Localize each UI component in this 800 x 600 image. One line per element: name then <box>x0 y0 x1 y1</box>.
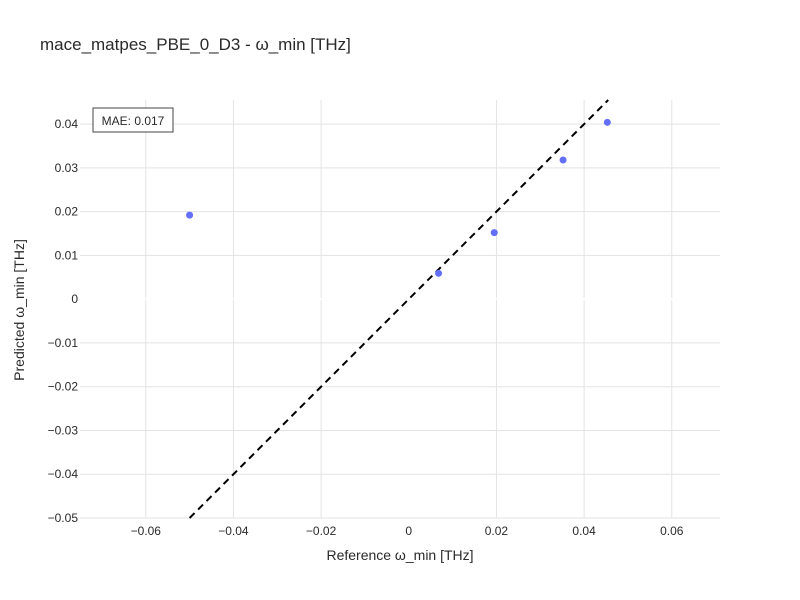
tick-labels-layer: −0.06 −0.04 −0.02 0 0.02 0.04 0.06 −0.05 −0.04 −0… <box>48 117 684 538</box>
x-tick-label: −0.04 <box>218 524 249 538</box>
data-point <box>435 269 443 277</box>
mae-annotation-box <box>92 107 174 133</box>
x-tick-label: −0.02 <box>306 524 337 538</box>
y-tick-label: −0.02 <box>48 380 79 394</box>
data-points-layer <box>186 118 611 277</box>
y-tick-label: 0 <box>71 292 78 306</box>
data-point <box>559 156 567 164</box>
x-tick-label: −0.06 <box>131 524 162 538</box>
x-tick-label: 0 <box>405 524 412 538</box>
y-tick-label: −0.01 <box>48 336 79 350</box>
y-tick-label: 0.01 <box>55 248 79 262</box>
y-tick-label: 0.03 <box>55 161 79 175</box>
y-tick-label: 0.02 <box>55 205 79 219</box>
x-tick-label: 0.06 <box>660 524 684 538</box>
y-tick-label: −0.05 <box>48 511 79 525</box>
chart-title: mace_matpes_PBE_0_D3 - ω_min [THz] <box>40 35 351 54</box>
y-tick-label: −0.03 <box>48 423 79 437</box>
x-axis-title: Reference ω_min [THz] <box>326 547 473 563</box>
data-point <box>186 211 194 219</box>
identity-reference-line <box>188 99 609 519</box>
reference-line-layer <box>188 99 609 519</box>
y-axis-title: Predicted ω_min [THz] <box>11 239 27 381</box>
y-tick-label: 0.04 <box>55 117 79 131</box>
data-point <box>490 229 498 237</box>
mae-annotation-text: MAE: 0.017 <box>102 114 165 128</box>
mae-annotation: MAE: 0.017 <box>92 107 174 133</box>
y-tick-label: −0.04 <box>48 467 79 481</box>
grid-layer <box>80 100 720 519</box>
x-tick-label: 0.02 <box>485 524 509 538</box>
x-tick-label: 0.04 <box>572 524 596 538</box>
data-point <box>603 118 611 126</box>
